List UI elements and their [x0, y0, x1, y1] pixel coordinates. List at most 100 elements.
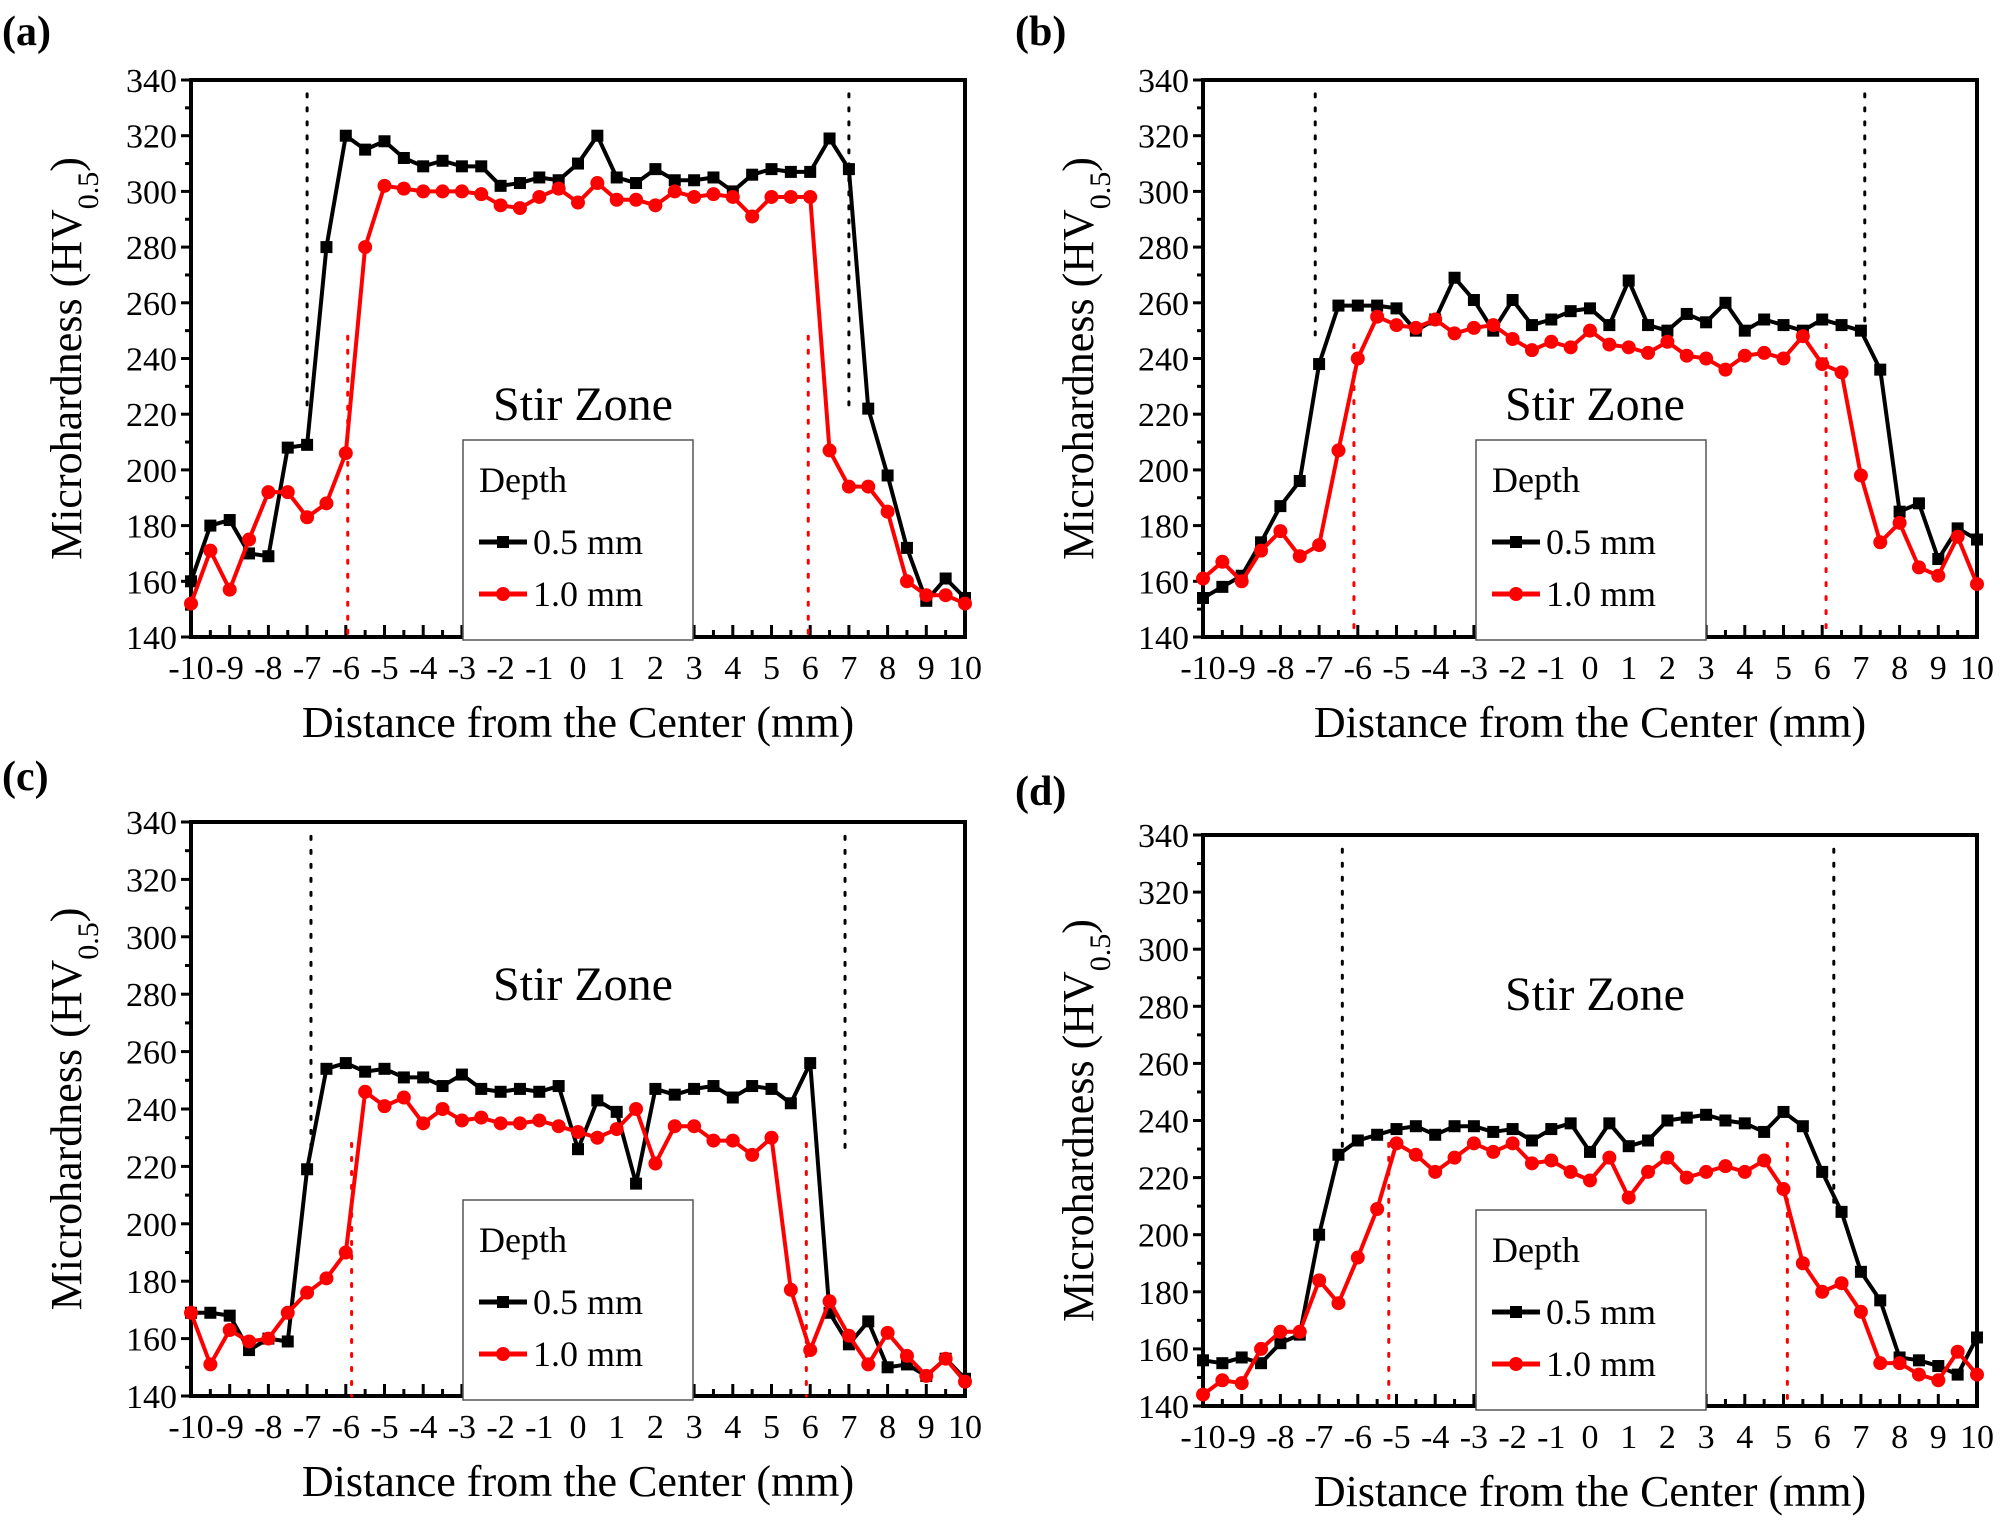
x-tick-label: -5 [1382, 1419, 1410, 1456]
data-point-circle [319, 496, 334, 511]
data-point-circle [919, 588, 934, 603]
data-point-circle [725, 189, 740, 204]
data-point-square [1255, 1357, 1268, 1370]
data-point-square [1197, 1354, 1209, 1367]
legend-label: 0.5 mm [1546, 522, 1656, 562]
panel-label: (a) [2, 9, 51, 55]
data-point-square [281, 1335, 294, 1348]
x-tick-label: 1 [1620, 650, 1637, 687]
y-tick-label: 260 [126, 286, 177, 323]
y-tick-label: 160 [126, 1322, 177, 1359]
data-point-circle [764, 189, 779, 204]
data-point-square [784, 1097, 797, 1110]
y-tick-label: 140 [1138, 620, 1189, 657]
data-point-circle [1737, 348, 1752, 363]
data-point-square [1293, 475, 1306, 488]
x-tick-label: 10 [948, 650, 982, 687]
data-point-circle [1196, 571, 1210, 586]
data-point-square [378, 135, 391, 148]
data-point-circle [687, 189, 702, 204]
y-tick-label: 240 [1138, 1104, 1189, 1141]
x-tick-label: -3 [448, 650, 476, 687]
data-point-circle [261, 485, 276, 500]
x-tick-label: -10 [168, 1409, 213, 1446]
data-point-circle [1621, 1190, 1636, 1205]
data-point-circle [1815, 357, 1830, 372]
x-tick-label: 4 [724, 1409, 741, 1446]
legend-title: Depth [479, 460, 567, 500]
x-tick-label: 0 [1582, 650, 1599, 687]
legend-box [462, 439, 694, 641]
x-tick-label: 9 [1930, 1419, 1947, 1456]
x-tick-label: -3 [448, 1409, 476, 1446]
x-tick-label: 1 [608, 650, 625, 687]
data-point-square [1622, 1140, 1635, 1153]
x-tick-label: 4 [1736, 650, 1753, 687]
y-tick-label: 260 [126, 1035, 177, 1072]
x-axis-title: Distance from the Center (mm) [1314, 698, 1866, 747]
data-point-circle [1602, 337, 1617, 352]
data-point-circle [1950, 529, 1965, 544]
data-point-square [359, 1065, 372, 1078]
x-tick-label: -10 [168, 650, 213, 687]
y-tick-label: 200 [126, 453, 177, 490]
data-point-circle [493, 198, 508, 213]
x-tick-label: -9 [1228, 650, 1256, 687]
data-point-circle [1795, 329, 1810, 344]
data-point-square [1777, 319, 1790, 332]
y-tick-label: 260 [1138, 1046, 1189, 1083]
data-point-square [1371, 1128, 1384, 1141]
y-tick-label: 200 [1138, 1218, 1189, 1255]
y-tick-label: 180 [1138, 1275, 1189, 1312]
data-point-circle [783, 1282, 798, 1297]
data-point-circle [1834, 365, 1849, 380]
y-tick-label: 200 [1138, 453, 1189, 490]
data-point-circle [1273, 524, 1288, 539]
data-point-circle [958, 1374, 972, 1389]
data-point-square [455, 1068, 468, 1081]
legend-label: 0.5 mm [533, 522, 643, 562]
y-tick-label: 140 [126, 620, 177, 657]
data-point-circle [551, 1119, 566, 1134]
data-point-square [1758, 1125, 1771, 1138]
y-tick-label: 240 [126, 342, 177, 379]
x-tick-label: -4 [409, 1409, 437, 1446]
chart-panel-a: (a)140160180200220240260280300320340-10-… [2, 9, 982, 747]
data-point-circle [1428, 1164, 1443, 1179]
data-point-circle [1776, 351, 1791, 366]
data-point-square [610, 1105, 623, 1118]
data-point-circle [532, 189, 547, 204]
data-point-circle [1834, 1276, 1849, 1291]
data-point-square [1971, 533, 1983, 546]
data-point-square [417, 1071, 430, 1084]
data-point-circle [1950, 1344, 1965, 1359]
data-point-circle [1389, 318, 1404, 333]
data-point-square [494, 179, 507, 192]
stir-zone-annotation: Stir Zone [493, 378, 673, 431]
data-point-circle [571, 1124, 585, 1139]
data-point-square [1506, 294, 1519, 307]
data-point-square [1719, 1114, 1732, 1127]
x-tick-label: -5 [370, 650, 398, 687]
data-point-circle [1853, 468, 1868, 483]
x-tick-label: 1 [608, 1409, 625, 1446]
data-point-square [862, 1315, 875, 1328]
panel-label: (c) [2, 754, 49, 800]
legend-title: Depth [479, 1220, 567, 1260]
data-point-square [1332, 1148, 1345, 1161]
x-tick-label: 4 [724, 650, 741, 687]
x-tick-label: 8 [879, 650, 896, 687]
data-point-square [1758, 313, 1771, 326]
data-point-circle [1815, 1284, 1830, 1299]
x-tick-label: 9 [918, 1409, 935, 1446]
legend-label: 1.0 mm [533, 574, 643, 614]
data-point-circle [512, 201, 527, 216]
data-point-square [1467, 1120, 1480, 1133]
data-point-circle [261, 1331, 276, 1346]
data-point-square [339, 129, 352, 142]
x-axis-title: Distance from the Center (mm) [302, 1457, 854, 1506]
data-point-square [862, 402, 875, 415]
y-axis-title: Microhardness (HV0.5) [42, 157, 105, 560]
data-point-square [1932, 553, 1945, 566]
data-point-circle [629, 192, 644, 207]
